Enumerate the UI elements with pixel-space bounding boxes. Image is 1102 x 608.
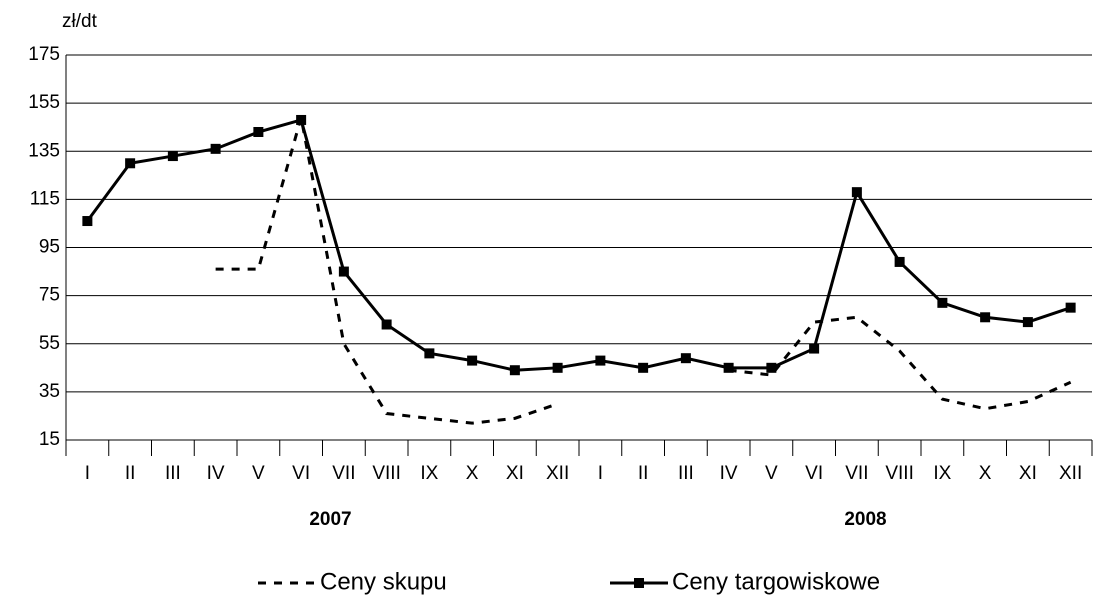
- y-tick-label: 175: [28, 44, 60, 65]
- x-tick-label: II: [638, 463, 649, 484]
- legend-marker: [634, 578, 644, 588]
- marker: [338, 266, 349, 277]
- series-line: [86, 118, 1072, 372]
- x-tick-label: I: [598, 463, 603, 484]
- marker: [424, 348, 435, 359]
- marker: [766, 362, 777, 373]
- x-tick-label: V: [252, 463, 265, 484]
- x-tick-label: VIII: [372, 463, 401, 484]
- marker: [595, 355, 606, 366]
- marker: [980, 312, 991, 323]
- x-tick-label: X: [466, 463, 479, 484]
- x-tick-label: X: [979, 463, 992, 484]
- marker: [125, 158, 136, 169]
- y-tick-label: 155: [28, 92, 60, 113]
- marker: [1022, 317, 1033, 328]
- legend-label: Ceny targowiskowe: [672, 568, 880, 595]
- marker: [82, 216, 93, 227]
- x-tick-label: IV: [207, 463, 225, 484]
- marker: [894, 256, 905, 267]
- series-line: [215, 117, 559, 425]
- y-tick-label: 75: [39, 285, 60, 306]
- marker: [467, 355, 478, 366]
- marker: [680, 353, 691, 364]
- series-line: [728, 315, 1072, 411]
- x-tick-label: III: [165, 463, 181, 484]
- x-tick-label: IX: [933, 463, 951, 484]
- y-axis-label: zł/dt: [62, 11, 98, 32]
- x-tick-label: XI: [1019, 463, 1037, 484]
- x-tick-label: XI: [506, 463, 524, 484]
- x-tick-label: IV: [720, 463, 738, 484]
- marker: [1065, 302, 1076, 313]
- marker: [809, 343, 820, 354]
- legend-label: Ceny skupu: [320, 568, 447, 595]
- marker: [937, 297, 948, 308]
- marker: [253, 127, 264, 137]
- x-tick-label: VIII: [885, 463, 914, 484]
- y-tick-label: 55: [39, 333, 60, 354]
- x-tick-label: III: [678, 463, 694, 484]
- marker: [851, 187, 862, 198]
- year-label: 2007: [309, 509, 351, 530]
- marker: [509, 365, 520, 376]
- marker: [638, 362, 649, 373]
- marker: [210, 143, 221, 154]
- x-tick-label: XII: [1059, 463, 1082, 484]
- marker: [167, 151, 178, 162]
- x-tick-label: XII: [546, 463, 569, 484]
- year-label: 2008: [844, 509, 886, 530]
- x-tick-label: VI: [292, 463, 310, 484]
- x-tick-label: II: [125, 463, 136, 484]
- x-tick-label: V: [765, 463, 778, 484]
- x-tick-label: VII: [845, 463, 868, 484]
- marker: [552, 362, 563, 373]
- x-tick-label: IX: [420, 463, 438, 484]
- y-tick-label: 35: [39, 381, 60, 402]
- y-tick-label: 95: [39, 237, 60, 258]
- marker: [723, 362, 734, 373]
- y-tick-label: 115: [30, 188, 60, 209]
- marker: [381, 319, 392, 330]
- x-tick-label: VII: [332, 463, 355, 484]
- y-tick-label: 135: [28, 140, 60, 161]
- x-tick-label: VI: [805, 463, 823, 484]
- y-tick-label: 15: [39, 429, 60, 450]
- x-tick-label: I: [85, 463, 90, 484]
- marker: [296, 114, 307, 125]
